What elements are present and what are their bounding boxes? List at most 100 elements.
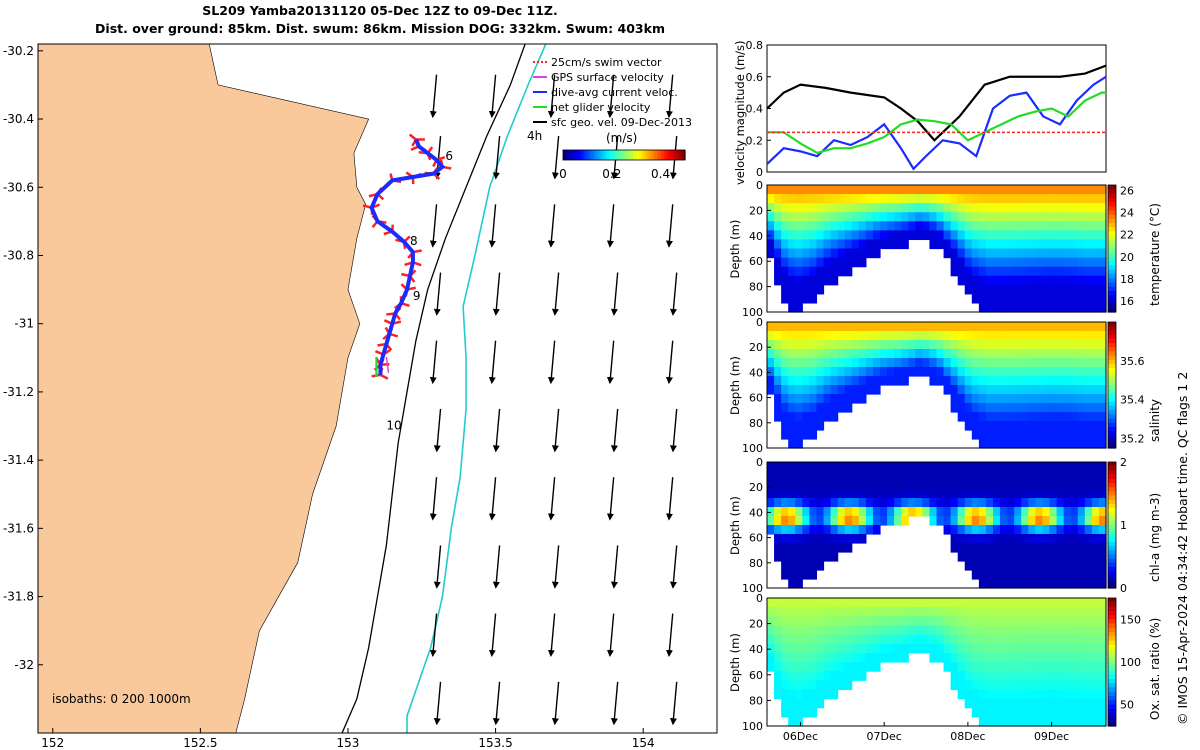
heatmap-cell (1056, 257, 1065, 268)
heatmap-cell (887, 322, 895, 332)
heatmap-cell (915, 194, 923, 204)
heatmap-cell (1021, 212, 1029, 222)
heatmap-colorbar-cell (1108, 290, 1116, 296)
heatmap-cell (957, 349, 966, 359)
heatmap-cell (1000, 616, 1008, 627)
heatmap-cell (1028, 302, 1036, 313)
heatmap-cell (802, 616, 810, 627)
heatmap-cell (851, 331, 860, 341)
heatmap-cell (1007, 579, 1015, 589)
heatmap-cell (880, 652, 888, 663)
heatmap-cell (978, 421, 987, 431)
heatmap-cell (1091, 534, 1100, 544)
heatmap-cell (880, 203, 888, 213)
heatmap-cell (767, 662, 775, 672)
heatmap-cell (1021, 716, 1029, 727)
heatmap-colorbar-cell (1108, 520, 1116, 526)
heatmap-cell (1084, 570, 1093, 580)
heatmap-cell (887, 194, 895, 204)
velocity-series-line (766, 64, 1107, 142)
heatmap-cell (1028, 230, 1036, 241)
heatmap-cell (851, 634, 860, 645)
heatmap-cell (774, 266, 782, 277)
heatmap-cell (1077, 471, 1086, 481)
heatmap-cell (1091, 349, 1100, 359)
heatmap-cell (1070, 543, 1079, 553)
heatmap-cell (1084, 284, 1093, 295)
heatmap-cell (823, 403, 832, 413)
heatmap-cell (1049, 607, 1058, 617)
heatmap-cell (936, 221, 945, 231)
heatmap-cell (1084, 248, 1093, 259)
heatmap-cell (880, 507, 888, 517)
heatmap-cell (781, 293, 789, 304)
heatmap-cell (1063, 462, 1072, 472)
map-colorbar-label: (m/s) (606, 131, 637, 145)
heatmap-cell (1007, 385, 1015, 395)
heatmap-cell (1007, 230, 1015, 241)
heatmap-cell (1098, 598, 1107, 608)
heatmap-cell (851, 340, 860, 350)
heatmap-cell (1063, 293, 1072, 304)
heatmap-cell (929, 340, 938, 350)
heatmap-cell (858, 616, 867, 627)
heatmap-cell (950, 643, 959, 654)
legend-item: dive-avg current veloc. (551, 86, 678, 99)
heatmap-cell (971, 230, 980, 241)
heatmap-ytick-label: 80 (749, 417, 763, 430)
heatmap-cell (1077, 652, 1086, 663)
velocity-arrow (669, 681, 678, 726)
heatmap-cell (922, 230, 931, 241)
map-colorbar-cell (633, 150, 637, 160)
velocity-series-line (766, 75, 1107, 171)
heatmap-cell (1084, 543, 1093, 553)
heatmap-cell (957, 634, 966, 645)
heatmap-cell (1000, 525, 1008, 535)
heatmap-cell (1091, 403, 1100, 413)
heatmap-cell (978, 634, 987, 645)
heatmap-cell (915, 185, 923, 195)
heatmap-cell (929, 462, 938, 472)
heatmap-cell (971, 489, 980, 499)
heatmap-cell (1000, 689, 1008, 700)
heatmap-cell (823, 248, 832, 259)
heatmap-cell (978, 680, 987, 691)
heatmap-cell (865, 203, 874, 213)
heatmap-cell (908, 230, 916, 241)
heatmap-cell (936, 376, 945, 386)
heatmap-cell (1000, 293, 1008, 304)
map-colorbar-cell (666, 150, 671, 160)
isobath-200m (341, 43, 526, 734)
isobath-label: isobaths: 0 200 1000m (52, 692, 191, 706)
heatmap-cell (985, 471, 994, 481)
heatmap-cell (1098, 212, 1107, 222)
heatmap-cell (985, 349, 994, 359)
heatmap-cell (978, 462, 987, 472)
heatmap-cell (809, 634, 818, 645)
heatmap-cell (978, 394, 987, 404)
heatmap-cell (1070, 194, 1079, 204)
heatmap-cell (1084, 367, 1093, 377)
heatmap-cell (1063, 412, 1072, 422)
heatmap-cell (1014, 507, 1022, 517)
heatmap-cell (908, 598, 916, 608)
heatmap-cell (1070, 349, 1079, 359)
heatmap-cell (781, 698, 789, 709)
heatmap-cell (943, 340, 952, 350)
heatmap-cell (887, 471, 895, 481)
heatmap-cell (823, 394, 832, 404)
heatmap-cell (1049, 662, 1058, 672)
heatmap-cell (1035, 671, 1044, 681)
heatmap-cell (851, 598, 860, 608)
heatmap-cell (1077, 579, 1086, 589)
heatmap-cell (1042, 385, 1051, 395)
heatmap-cell (823, 598, 832, 608)
heatmap-colorbar-tick: 35.2 (1120, 432, 1145, 445)
heatmap-cell (957, 331, 966, 341)
heatmap-cell (1077, 662, 1086, 672)
heatmap-cell (802, 376, 810, 386)
heatmap-cell (774, 607, 782, 617)
heatmap-ytick-label: 0 (756, 316, 763, 329)
heatmap-cell (1021, 367, 1029, 377)
heatmap-cell (830, 358, 839, 368)
